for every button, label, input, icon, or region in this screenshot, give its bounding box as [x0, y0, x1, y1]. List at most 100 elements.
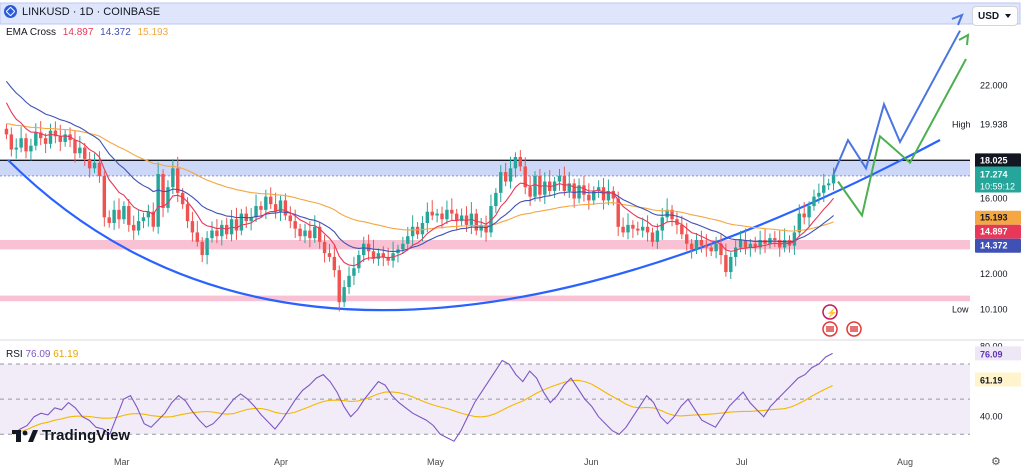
- candle-body: [738, 239, 743, 248]
- ema-slow-line: [6, 122, 834, 232]
- last-price-badge-bg: [975, 166, 1021, 193]
- candle-body: [621, 226, 625, 233]
- candle-body: [264, 196, 268, 210]
- candle-body: [807, 206, 811, 218]
- time-tick-apr: Apr: [274, 457, 288, 467]
- rsi-ma-badge: 61.19: [980, 376, 1003, 386]
- candle-body: [122, 206, 126, 220]
- candle-body: [513, 157, 518, 169]
- candle-body: [748, 243, 753, 248]
- candle-body: [817, 192, 821, 197]
- candle-body: [494, 192, 498, 207]
- candle-body: [386, 256, 390, 261]
- candle-body: [484, 224, 488, 233]
- candle-body: [689, 243, 694, 250]
- candle-body: [376, 253, 381, 259]
- candle-body: [303, 230, 307, 237]
- resistance-badge: 18.025: [980, 155, 1008, 165]
- candle-body: [704, 245, 709, 248]
- candle-body: [822, 185, 826, 193]
- candle-body: [552, 181, 557, 191]
- candle-body: [450, 209, 454, 214]
- currency-select[interactable]: USD: [972, 6, 1018, 26]
- ema-mid-badge-bg: [975, 238, 1021, 253]
- chainlink-icon: [4, 5, 17, 18]
- low-value: 10.100: [980, 305, 1008, 315]
- high-value: 19.938: [980, 119, 1008, 129]
- candle-body: [151, 211, 155, 227]
- candle-body: [195, 232, 200, 242]
- symbol-title: LINKUSD · 1D · COINBASE: [22, 5, 161, 18]
- candle-body: [239, 213, 244, 231]
- candle-body: [332, 256, 337, 271]
- candle-body: [220, 224, 224, 237]
- candle-body: [83, 147, 87, 159]
- candle-body: [729, 256, 733, 273]
- candle-body: [557, 175, 562, 182]
- rounding-bottom-curve: [7, 139, 941, 312]
- candle-body: [357, 255, 361, 269]
- candle-body: [371, 251, 376, 259]
- candle-body: [410, 226, 415, 237]
- candle-body: [322, 241, 327, 254]
- candle-body: [459, 215, 464, 222]
- ema-slow-value: 15.193: [137, 27, 169, 38]
- candle-body: [592, 190, 596, 201]
- candle-body: [724, 255, 728, 273]
- candle-body: [655, 230, 660, 242]
- candle-body: [567, 183, 571, 191]
- price-tick-22.000: 22.000: [980, 80, 1008, 90]
- rsi-legend[interactable]: RSI 76.09 61.19: [6, 349, 78, 360]
- candle-body: [347, 275, 351, 288]
- candle-body: [714, 243, 718, 252]
- candle-body: [508, 168, 513, 182]
- candle-body: [636, 228, 640, 231]
- ema-mid-badge: 14.372: [980, 241, 1008, 251]
- candle-body: [215, 230, 219, 237]
- candle-body: [792, 232, 797, 246]
- ema-cross-legend[interactable]: EMA Cross 14.897 14.372 15.193: [6, 27, 172, 38]
- candle-body: [797, 213, 802, 233]
- candle-body: [78, 147, 82, 154]
- candle-body: [831, 174, 836, 184]
- time-tick-aug: Aug: [897, 457, 913, 467]
- candle-body: [616, 198, 620, 227]
- candle-body: [694, 239, 699, 250]
- rsi-line: [13, 352, 833, 442]
- candle-body: [112, 209, 116, 224]
- candle-body: [317, 226, 322, 242]
- candle-body: [298, 228, 302, 237]
- settings-gear-icon[interactable]: ⚙: [991, 456, 1001, 468]
- candle-body: [327, 253, 332, 257]
- symbol-header[interactable]: LINKUSD · 1D · COINBASE: [4, 5, 160, 18]
- candle-body: [288, 215, 293, 222]
- candle-body: [156, 174, 160, 227]
- candle-body: [205, 238, 209, 256]
- candle-body: [518, 157, 523, 167]
- candle-body: [9, 134, 14, 150]
- rsi-label: RSI: [6, 349, 23, 360]
- candle-body: [606, 190, 611, 201]
- candle-body: [19, 138, 23, 148]
- candle-body: [107, 217, 111, 224]
- ema-cross-label: EMA Cross: [6, 27, 57, 38]
- candle-body: [587, 194, 591, 201]
- candle-body: [48, 130, 53, 144]
- candle-body: [308, 230, 312, 239]
- candle-body: [538, 175, 542, 195]
- candle-body: [601, 187, 606, 201]
- price-tick-12.000: 12.000: [980, 269, 1008, 279]
- tradingview-logo[interactable]: TradingView: [12, 427, 130, 444]
- candle-body: [73, 140, 77, 154]
- candle-body: [210, 230, 214, 239]
- candle-body: [685, 234, 689, 244]
- candle-body: [362, 243, 366, 256]
- candle-body: [136, 221, 141, 231]
- candle-body: [660, 217, 664, 231]
- candle-body: [440, 213, 444, 220]
- rsi-value-badge: 76.09: [980, 349, 1003, 359]
- candle-body: [313, 226, 317, 239]
- ema-mid-line: [5, 80, 834, 252]
- candle-body: [269, 196, 273, 205]
